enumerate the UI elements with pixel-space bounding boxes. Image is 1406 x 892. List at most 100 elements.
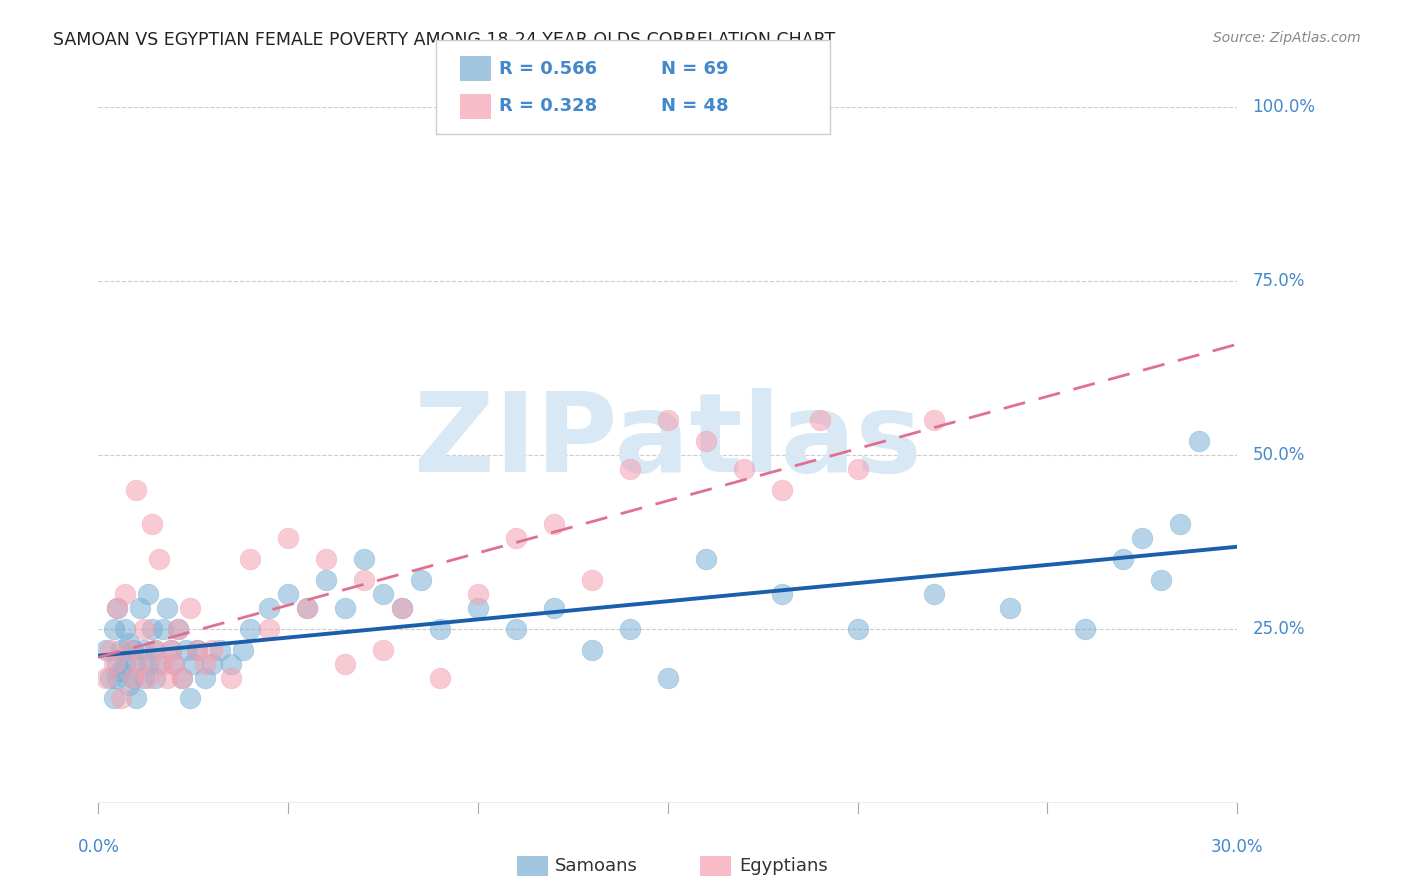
Point: [371, 587, 394, 601]
Point: [543, 601, 565, 615]
Point: [152, 657, 174, 671]
Point: [148, 552, 170, 566]
Point: [239, 622, 262, 636]
Point: [391, 601, 413, 615]
Point: [1150, 573, 1173, 587]
Point: [922, 413, 945, 427]
Text: ZIPatlas: ZIPatlas: [413, 387, 922, 494]
Point: [174, 642, 197, 657]
Point: [183, 657, 205, 671]
Point: [152, 622, 174, 636]
Point: [129, 657, 152, 671]
Point: [167, 622, 190, 636]
Point: [619, 462, 641, 476]
Point: [353, 552, 375, 566]
Point: [136, 671, 159, 685]
Point: [277, 587, 299, 601]
Point: [353, 573, 375, 587]
Point: [770, 587, 793, 601]
Point: [277, 532, 299, 546]
Point: [145, 642, 167, 657]
Point: [121, 671, 143, 685]
Point: [201, 657, 224, 671]
Point: [179, 601, 201, 615]
Point: [581, 573, 603, 587]
Point: [808, 413, 831, 427]
Point: [335, 657, 357, 671]
Point: [259, 622, 281, 636]
Point: [411, 573, 433, 587]
Point: [259, 601, 281, 615]
Text: Samoans: Samoans: [555, 857, 638, 875]
Point: [159, 642, 181, 657]
Point: [110, 691, 132, 706]
Point: [132, 642, 155, 657]
Point: [98, 642, 121, 657]
Point: [141, 622, 163, 636]
Point: [179, 691, 201, 706]
Point: [221, 671, 243, 685]
Point: [239, 552, 262, 566]
Point: [770, 483, 793, 497]
Point: [315, 573, 337, 587]
Text: 100.0%: 100.0%: [1253, 98, 1316, 116]
Point: [1112, 552, 1135, 566]
Point: [194, 671, 217, 685]
Point: [118, 642, 141, 657]
Point: [695, 552, 717, 566]
Point: [103, 691, 125, 706]
Point: [114, 622, 136, 636]
Point: [429, 671, 451, 685]
Point: [125, 483, 148, 497]
Point: [194, 657, 217, 671]
Point: [107, 657, 129, 671]
Point: [232, 642, 254, 657]
Text: 30.0%: 30.0%: [1211, 838, 1264, 855]
Point: [107, 671, 129, 685]
Point: [110, 664, 132, 678]
Point: [1074, 622, 1097, 636]
Point: [467, 587, 489, 601]
Point: [163, 657, 186, 671]
Point: [846, 622, 869, 636]
Point: [170, 671, 193, 685]
Text: 50.0%: 50.0%: [1253, 446, 1305, 464]
Point: [136, 657, 159, 671]
Point: [315, 552, 337, 566]
Point: [543, 517, 565, 532]
Text: Egyptians: Egyptians: [740, 857, 828, 875]
Point: [297, 601, 319, 615]
Point: [129, 601, 152, 615]
Text: R = 0.566: R = 0.566: [499, 60, 598, 78]
Point: [170, 671, 193, 685]
Point: [1188, 434, 1211, 448]
Point: [167, 622, 190, 636]
Point: [505, 532, 527, 546]
Point: [391, 601, 413, 615]
Text: 25.0%: 25.0%: [1253, 620, 1305, 638]
Point: [201, 642, 224, 657]
Point: [186, 642, 208, 657]
Point: [922, 587, 945, 601]
Text: N = 69: N = 69: [661, 60, 728, 78]
Point: [148, 657, 170, 671]
Point: [429, 622, 451, 636]
Point: [657, 671, 679, 685]
Point: [505, 622, 527, 636]
Point: [114, 657, 136, 671]
Text: 0.0%: 0.0%: [77, 838, 120, 855]
Point: [125, 657, 148, 671]
Point: [156, 601, 179, 615]
Point: [103, 657, 125, 671]
Point: [132, 671, 155, 685]
Point: [335, 601, 357, 615]
Point: [846, 462, 869, 476]
Point: [132, 622, 155, 636]
Point: [733, 462, 755, 476]
Point: [141, 517, 163, 532]
Text: N = 48: N = 48: [661, 97, 728, 115]
Point: [998, 601, 1021, 615]
Text: 75.0%: 75.0%: [1253, 272, 1305, 290]
Point: [110, 642, 132, 657]
Text: SAMOAN VS EGYPTIAN FEMALE POVERTY AMONG 18-24 YEAR OLDS CORRELATION CHART: SAMOAN VS EGYPTIAN FEMALE POVERTY AMONG …: [53, 31, 835, 49]
